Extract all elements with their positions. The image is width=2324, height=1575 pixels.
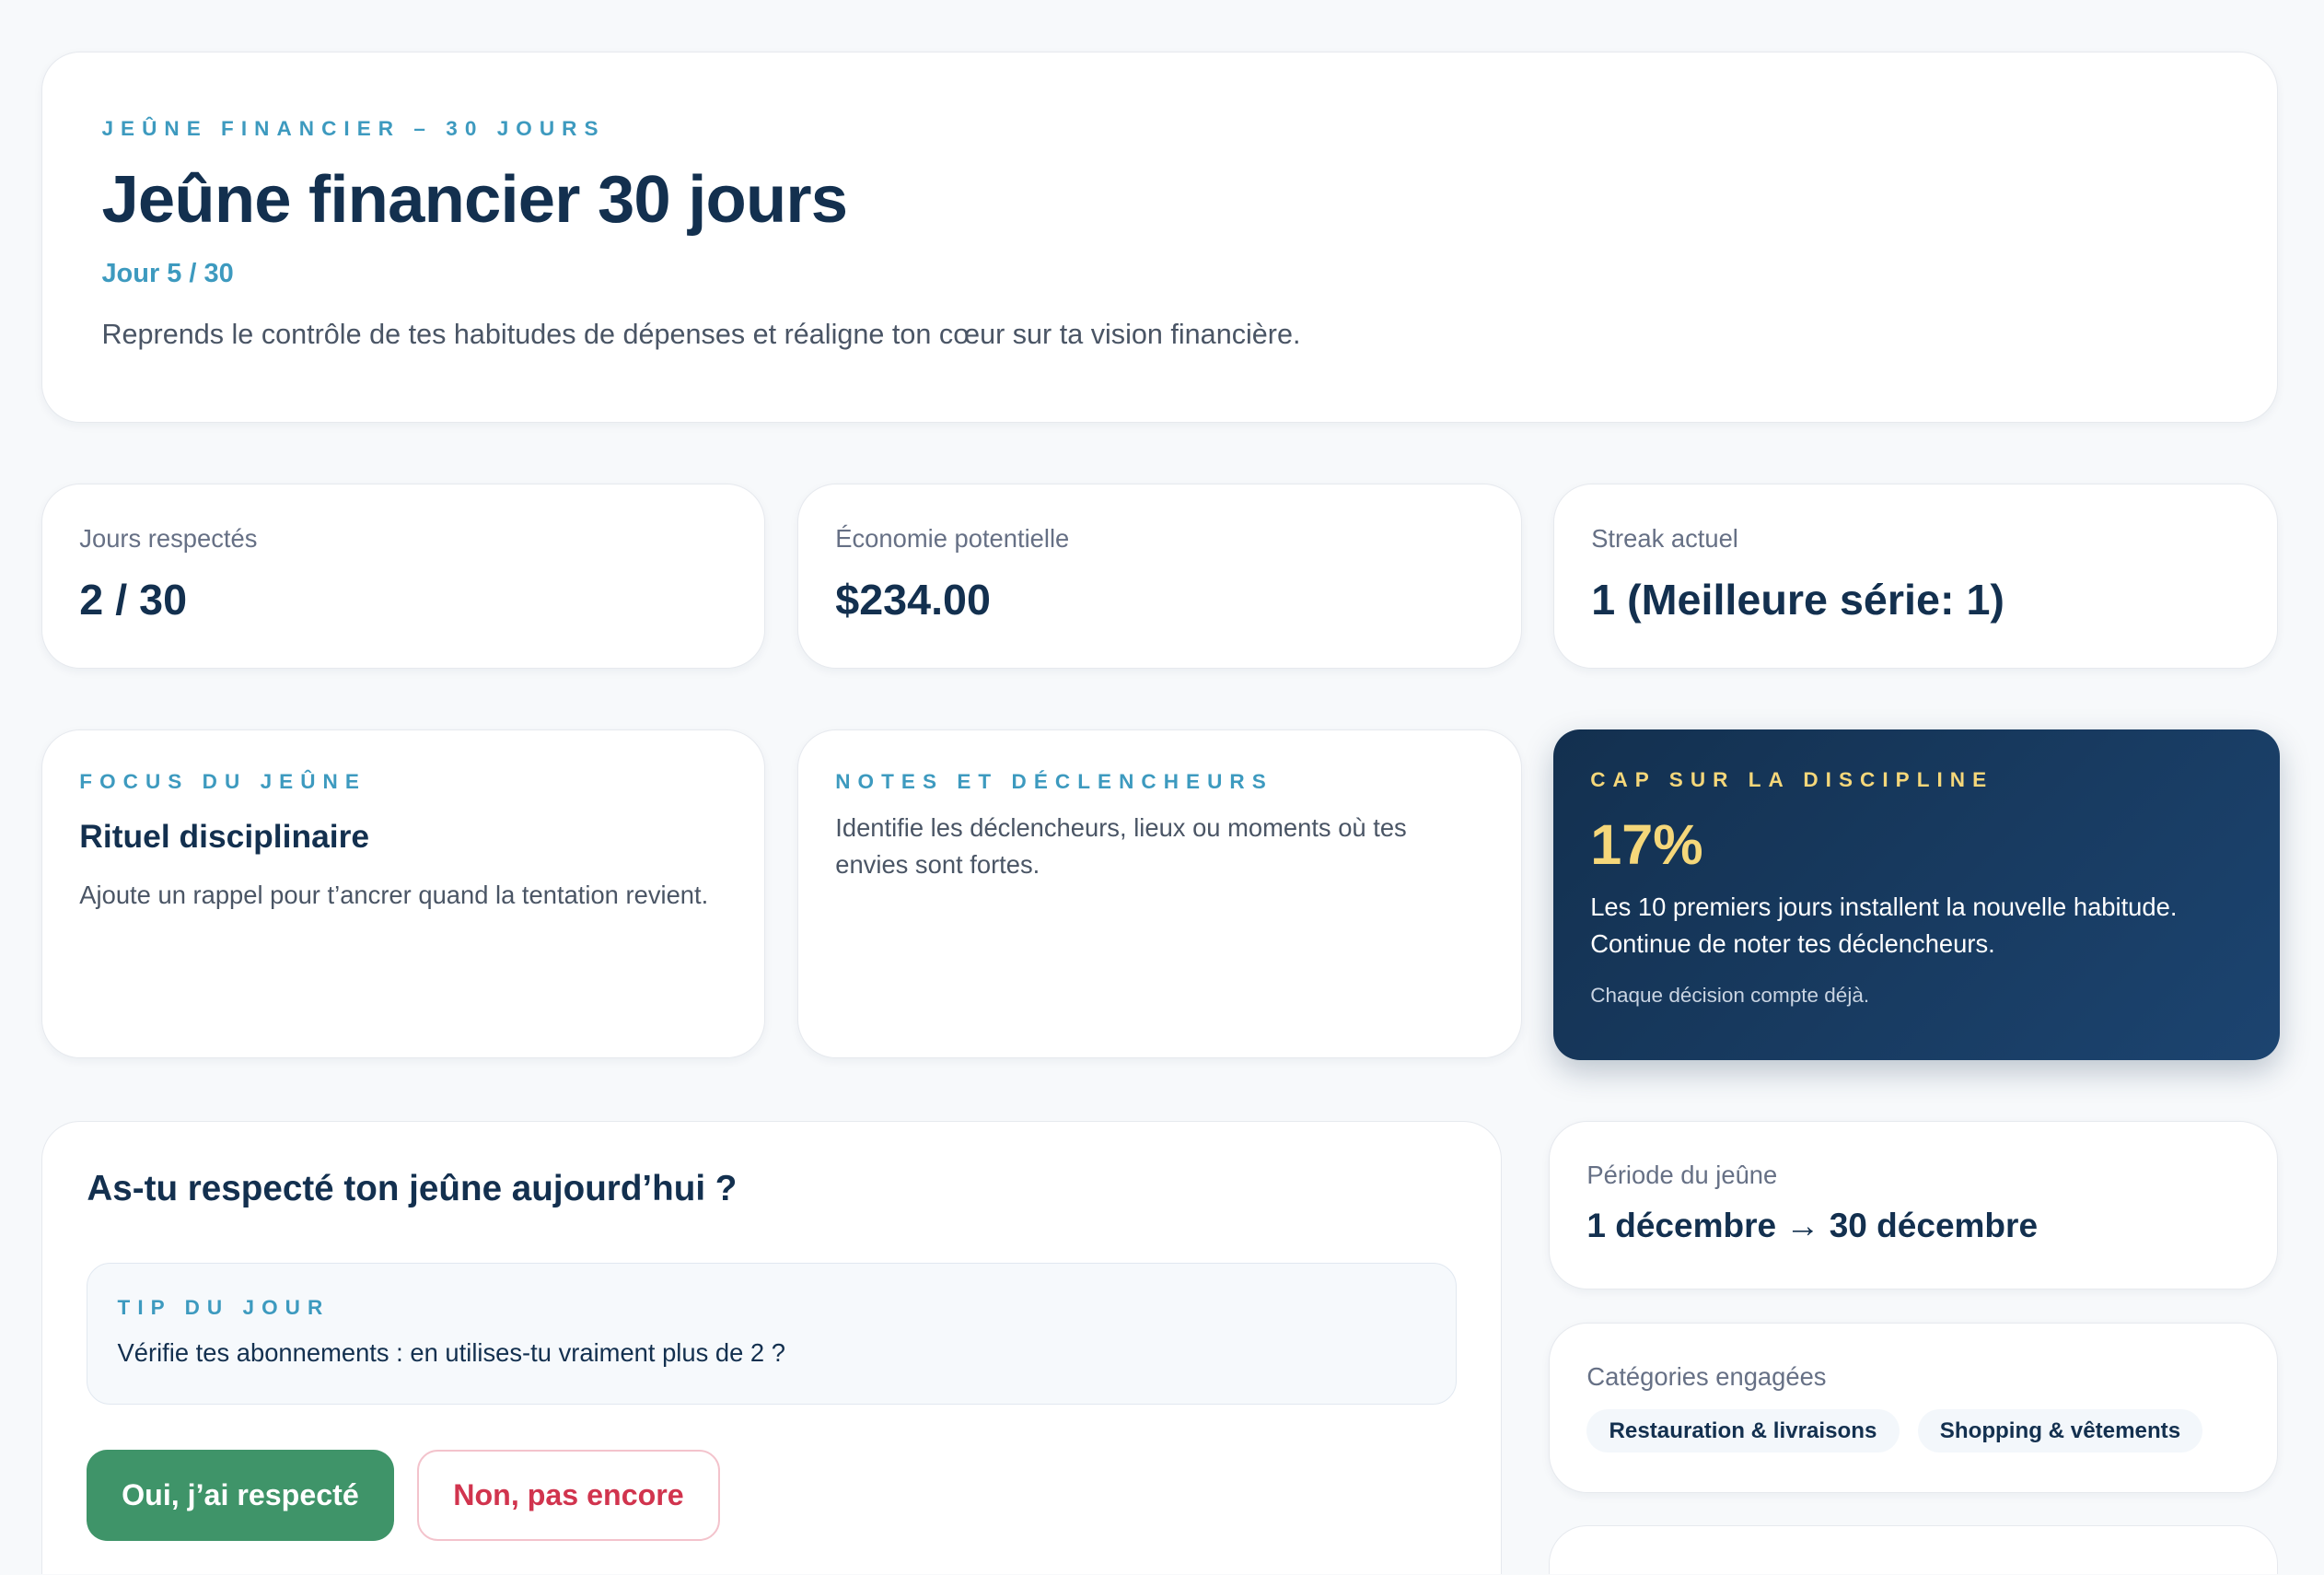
hero-description: Reprends le contrôle de tes habitudes de… [101,318,1301,350]
checkin-card: As-tu respecté ton jeûne aujourd’hui ? T… [41,1120,1502,1575]
discipline-footer: Chaque décision compte déjà. [1590,984,1870,1008]
tip-label: Tip du jour [117,1296,331,1320]
stat-label: Streak actuel [1591,524,1738,554]
stat-value: 1 (Meilleure série: 1) [1591,575,2004,624]
no-button[interactable]: Non, pas encore [417,1449,720,1542]
category-chip: Restauration & livraisons [1586,1409,1900,1453]
focus-eyebrow: Focus du jeûne [79,770,366,794]
notes-eyebrow: Notes et déclencheurs [835,770,1273,794]
categories-card: Catégories engagées Restauration & livra… [1549,1322,2279,1493]
stat-card-savings: Économie potentielle $234.00 [797,483,1523,669]
discipline-card: Cap sur la discipline 17% Les 10 premier… [1552,729,2280,1060]
stat-value: $234.00 [835,575,991,624]
category-chip: Shopping & vêtements [1917,1409,2203,1453]
page-title: Jeûne financier 30 jours [101,162,848,238]
day-counter: Jour 5 / 30 [101,258,234,288]
notes-card: Notes et déclencheurs Identifie les décl… [797,729,1523,1059]
discipline-text: Les 10 premiers jours installent la nouv… [1590,892,2178,959]
yes-button[interactable]: Oui, j’ai respecté [87,1449,394,1542]
period-value: 1 décembre → 30 décembre [1586,1206,2039,1245]
tip-box: Tip du jour Vérifie tes abonnements : en… [87,1262,1457,1406]
categories-label: Catégories engagées [1586,1361,1827,1391]
discipline-eyebrow: Cap sur la discipline [1590,767,1994,791]
focus-card: Focus du jeûne Rituel disciplinaire Ajou… [41,729,765,1059]
checkin-question: As-tu respecté ton jeûne aujourd’hui ? [87,1169,738,1209]
period-label: Période du jeûne [1586,1160,1778,1189]
stat-value: 2 / 30 [79,575,188,624]
hero-card: Jeûne financier – 30 jours Jeûne financi… [41,52,2279,423]
discipline-percent: 17% [1590,813,1703,877]
notes-text: Identifie les déclencheurs, lieux ou mom… [835,812,1407,879]
focus-text: Ajoute un rappel pour t’ancrer quand la … [79,880,709,909]
focus-title: Rituel disciplinaire [79,818,370,856]
stat-card-days: Jours respectés 2 / 30 [41,483,765,669]
stat-card-streak: Streak actuel 1 (Meilleure série: 1) [1552,483,2279,669]
hero-eyebrow: Jeûne financier – 30 jours [101,116,606,140]
extra-card [1549,1525,2279,1575]
stat-label: Jours respectés [79,524,258,554]
period-card: Période du jeûne 1 décembre → 30 décembr… [1549,1120,2279,1290]
tip-text: Vérifie tes abonnements : en utilises-tu… [117,1337,785,1367]
stat-label: Économie potentielle [835,524,1070,554]
